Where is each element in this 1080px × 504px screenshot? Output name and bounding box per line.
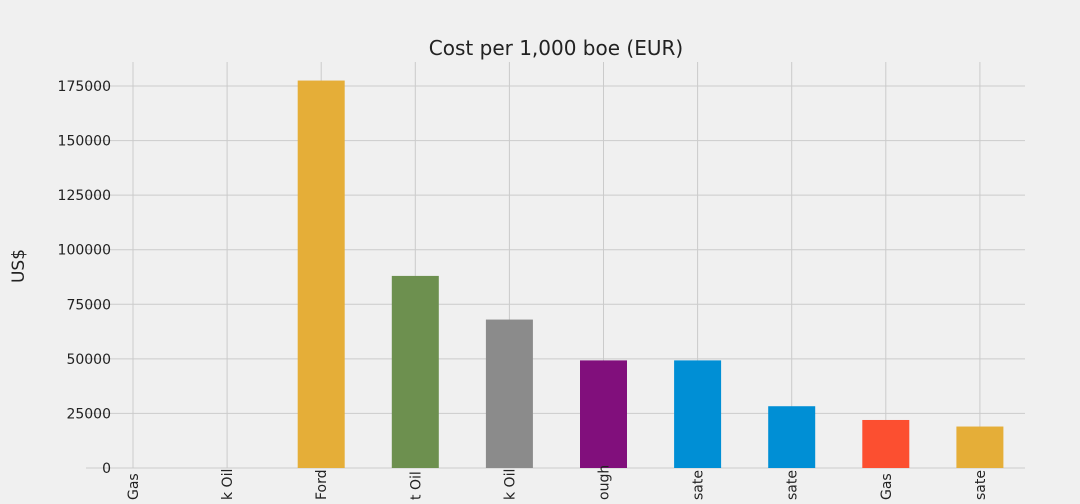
x-tick-label: sate <box>973 470 989 500</box>
bar <box>485 319 533 468</box>
y-axis-ticks: 0 25000 50000 75000 100000 125000 150000 175000 <box>58 79 111 477</box>
y-tick-label: 125000 <box>58 188 111 204</box>
y-tick-label: 25000 <box>66 406 111 422</box>
bar <box>580 360 627 468</box>
bars <box>297 80 1004 468</box>
y-tick-label: 150000 <box>58 134 111 150</box>
x-tick-label: Gas <box>879 473 895 500</box>
bar <box>391 275 439 468</box>
bar <box>768 406 816 468</box>
x-axis-ticks: Gas k Oil Ford t Oil k Oil ough sate sate Gas sat… <box>126 465 989 500</box>
x-tick-label: k Oil <box>220 469 236 500</box>
x-tick-label: t Oil <box>408 471 424 500</box>
chart-title: Cost per 1,000 boe (EUR) <box>429 36 683 60</box>
y-tick-label: 100000 <box>58 243 111 259</box>
x-tick-label: ough <box>597 465 613 500</box>
bar <box>297 80 345 468</box>
grid <box>86 62 1025 469</box>
x-tick-label: sate <box>785 470 801 500</box>
y-tick-label: 0 <box>102 461 111 477</box>
x-tick-label: k Oil <box>502 469 518 500</box>
bar <box>956 426 1004 468</box>
y-tick-label: 75000 <box>66 297 111 313</box>
x-tick-label: Gas <box>126 473 142 500</box>
y-axis-label: US$ <box>9 249 29 283</box>
bar <box>862 419 910 468</box>
x-tick-label: Ford <box>314 469 330 500</box>
y-tick-label: 175000 <box>58 79 111 95</box>
y-tick-label: 50000 <box>66 352 111 368</box>
x-tick-label: sate <box>691 470 707 500</box>
bar <box>674 360 722 468</box>
